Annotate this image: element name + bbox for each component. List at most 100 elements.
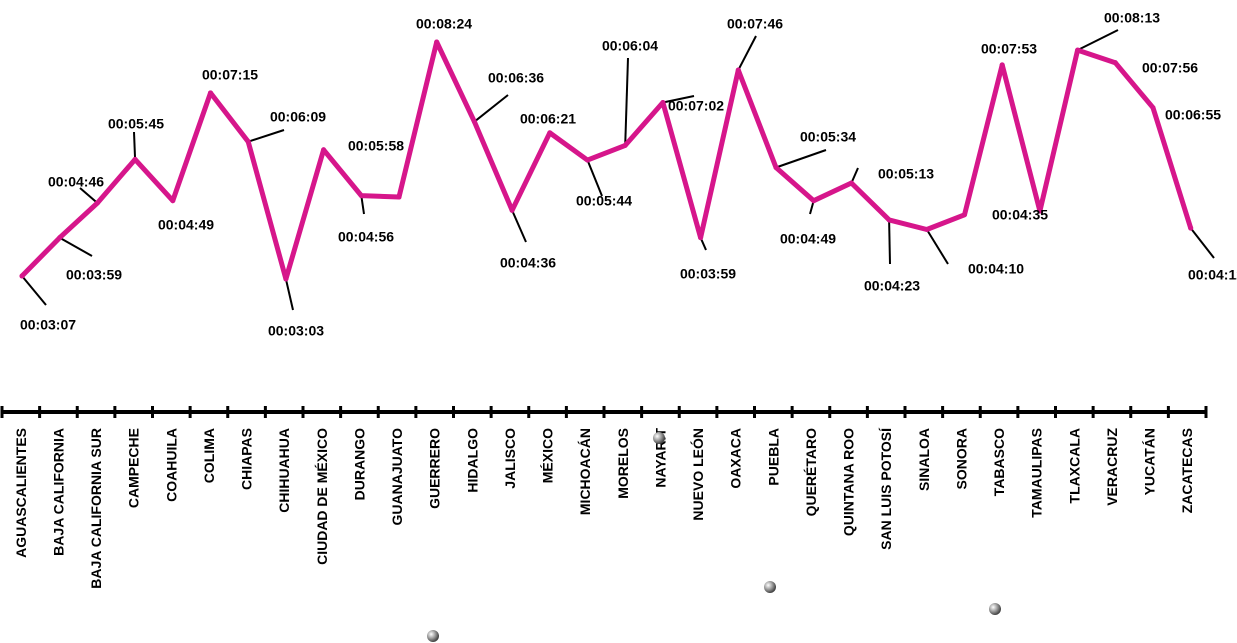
category-label: CHIAPAS	[239, 428, 255, 490]
data-point	[962, 212, 967, 218]
data-label: 00:07:53	[981, 41, 1037, 57]
data-label: 00:07:15	[202, 67, 258, 83]
data-label: 00:04:49	[158, 217, 214, 233]
data-label: 00:05:44	[576, 193, 632, 209]
category-label: CIUDAD DE MÉXICO	[314, 428, 330, 565]
data-label: 00:04:35	[992, 207, 1048, 223]
data-point	[1037, 208, 1043, 214]
category-label: CAMPECHE	[126, 428, 142, 508]
label-leader-line	[737, 35, 757, 71]
category-label: QUERÉTARO	[803, 428, 819, 517]
data-label: 00:04:49	[780, 231, 836, 247]
data-label: 00:03:03	[268, 323, 324, 339]
data-label: 00:03:59	[66, 267, 122, 283]
data-point	[208, 90, 213, 96]
data-point	[132, 156, 138, 162]
x-axis	[0, 406, 1208, 418]
data-label: 00:04:23	[864, 278, 920, 294]
category-label: OAXACA	[728, 428, 744, 489]
label-leader-line	[79, 187, 99, 204]
data-point	[773, 165, 779, 171]
data-point	[170, 198, 176, 204]
sphere-decoration	[989, 603, 1001, 615]
category-label: PUEBLA	[765, 428, 781, 486]
category-label: QUINTANA ROO	[841, 428, 857, 536]
label-leader-line	[775, 149, 827, 169]
data-label: 00:06:55	[1165, 107, 1221, 123]
data-point	[57, 235, 63, 241]
category-label: TLAXCALA	[1066, 428, 1082, 503]
data-point	[547, 130, 553, 136]
sphere-decoration	[764, 581, 776, 593]
category-label: AGUASCALIENTES	[13, 428, 29, 558]
data-label: 00:05:34	[800, 129, 856, 145]
label-leader-line	[586, 159, 603, 197]
data-label: 00:06:21	[520, 111, 576, 127]
category-label: BAJA CALIFORNIA SUR	[88, 428, 104, 589]
category-label: CHIHUAHUA	[276, 428, 292, 513]
data-label: 00:08:13	[1104, 10, 1160, 26]
category-label: HIDALGO	[464, 428, 480, 493]
category-label: COAHUILA	[163, 428, 179, 502]
label-leader-line	[662, 95, 695, 104]
data-label: 00:04:46	[48, 174, 104, 190]
label-leader-line	[21, 275, 47, 306]
data-label: 00:05:58	[348, 138, 404, 154]
category-label: TABASCO	[991, 428, 1007, 496]
category-label: NUEVO LEÓN	[689, 428, 706, 521]
label-leader-line	[1189, 227, 1215, 259]
category-label: BAJA CALIFORNIA	[50, 428, 66, 556]
category-label: SONORA	[953, 428, 969, 489]
data-label: 00:03:07	[20, 317, 76, 333]
data-point	[660, 100, 666, 106]
category-label: MICHOACÁN	[577, 428, 593, 515]
data-point	[1188, 225, 1194, 231]
category-label: GUANAJUATO	[389, 428, 405, 526]
category-labels: AGUASCALIENTES BAJA CALIFORNIA BAJA CALIFO…	[13, 427, 1195, 589]
category-label: YUCATÁN	[1142, 428, 1158, 495]
label-leader-line	[850, 167, 859, 184]
data-label: 00:07:46	[727, 16, 783, 32]
label-leaders	[21, 29, 1215, 311]
category-label: JALISCO	[502, 428, 518, 489]
series-line	[19, 39, 1194, 282]
category-label: DURANGO	[351, 428, 367, 500]
data-label: 00:04:10	[968, 261, 1024, 277]
data-point	[396, 194, 402, 200]
data-point	[94, 200, 100, 206]
data-point	[585, 157, 590, 163]
data-label: 00:07:02	[668, 98, 724, 114]
data-point	[924, 227, 930, 233]
data-point	[735, 67, 741, 73]
data-label: 00:04:56	[338, 229, 394, 245]
data-label: 00:05:45	[108, 116, 164, 132]
series-line-layer	[19, 39, 1194, 282]
label-leader-line	[59, 236, 93, 257]
data-point	[1150, 105, 1156, 111]
data-point	[321, 147, 327, 153]
data-point	[848, 180, 854, 186]
category-label: COLIMA	[201, 428, 217, 483]
category-label: SAN LUIS POTOSÍ	[878, 427, 894, 550]
data-label: 00:07:56	[1142, 60, 1198, 76]
data-point	[19, 273, 25, 279]
data-point	[698, 235, 704, 241]
label-leader-line	[888, 219, 891, 265]
category-label: SINALOA	[916, 428, 932, 491]
label-leader-line	[511, 209, 527, 243]
data-label: 00:04:36	[500, 255, 556, 271]
data-point	[358, 193, 364, 199]
data-label: 00:03:59	[680, 266, 736, 282]
label-leader-line	[624, 57, 629, 146]
label-leader-line	[925, 228, 949, 265]
data-label: 00:05:13	[878, 166, 934, 182]
label-leader-line	[1077, 29, 1119, 51]
data-label: 00:08:24	[416, 16, 472, 32]
data-point	[886, 217, 892, 223]
sphere-decoration	[653, 432, 665, 444]
category-label: TAMAULIPAS	[1029, 428, 1045, 518]
category-label: VERACRUZ	[1104, 428, 1120, 506]
data-point	[622, 142, 628, 148]
data-point	[1112, 60, 1118, 66]
